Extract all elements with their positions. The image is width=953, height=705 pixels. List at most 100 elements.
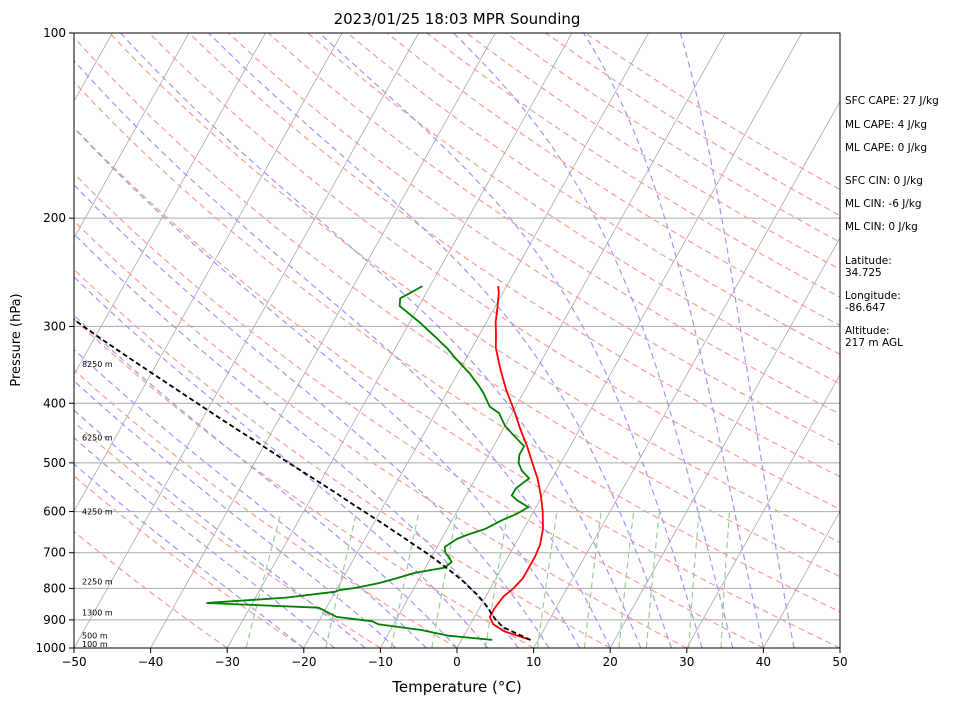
isotherm-line xyxy=(74,33,343,513)
dry-adiabat-line xyxy=(74,81,840,613)
x-tick-label: 20 xyxy=(603,655,618,669)
moist-adiabat-line xyxy=(208,33,673,648)
dry-adiabat-line xyxy=(188,33,840,478)
dry-adiabat-line xyxy=(74,421,381,648)
moist-adiabat-line xyxy=(74,59,611,648)
height-label: 1300 m xyxy=(82,608,113,617)
y-axis-label: Pressure (hPa) xyxy=(9,293,24,386)
mixing-ratio-line xyxy=(390,511,420,648)
annotation-text: ML CAPE: 0 J/kg xyxy=(845,142,928,154)
mixing-ratio-line xyxy=(688,511,700,648)
dry-adiabat-line xyxy=(74,172,764,648)
isotherm-line xyxy=(150,33,496,648)
moist-adiabat-line xyxy=(74,314,458,648)
y-tick-label: 600 xyxy=(43,505,66,519)
dry-adiabat-line xyxy=(74,220,688,648)
dry-adiabat-line xyxy=(307,33,840,385)
mixing-ratio-line xyxy=(618,511,635,648)
dry-adiabat-line xyxy=(74,268,611,648)
height-label: 2250 m xyxy=(82,578,113,587)
annotation-text: SFC CIN: 0 J/kg xyxy=(845,175,923,187)
dry-adiabat-line xyxy=(148,33,840,510)
x-tick-label: 0 xyxy=(453,655,461,669)
y-tick-label: 700 xyxy=(43,546,66,560)
isotherm-line xyxy=(533,100,840,648)
dry-adiabat-line xyxy=(109,33,840,544)
x-tick-label: 40 xyxy=(756,655,771,669)
isotherm-line xyxy=(380,33,726,648)
data-lines xyxy=(74,285,544,641)
dry-adiabat-line xyxy=(267,33,840,415)
x-tick-label: −10 xyxy=(368,655,393,669)
mixing-ratio-line xyxy=(536,511,558,648)
isotherm-line xyxy=(763,510,840,648)
dry-adiabat-line xyxy=(228,33,840,446)
isotherm-line xyxy=(226,33,573,648)
x-tick-label: 10 xyxy=(526,655,541,669)
y-tick-label: 900 xyxy=(43,613,66,627)
annotation-text: ML CIN: -6 J/kg xyxy=(845,198,922,210)
profile-line-2 xyxy=(74,318,531,641)
height-label: 100 m xyxy=(82,640,108,649)
x-tick-label: 30 xyxy=(679,655,694,669)
mixing-ratio-line xyxy=(583,511,602,648)
x-tick-label: −40 xyxy=(138,655,163,669)
x-tick-label: 50 xyxy=(832,655,847,669)
x-tick-label: −30 xyxy=(215,655,240,669)
moist-adiabat-line xyxy=(120,33,642,648)
annotation-text: SFC CAPE: 27 J/kg xyxy=(845,95,939,107)
annotation-text: Altitude: 217 m AGL xyxy=(845,325,903,349)
isotherm-line xyxy=(303,33,649,648)
moist-adiabat-line xyxy=(74,348,427,648)
height-label: 6250 m xyxy=(82,434,113,443)
moist-adiabat-line xyxy=(74,233,519,648)
height-label: 500 m xyxy=(82,632,108,641)
annotation-text: ML CIN: 0 J/kg xyxy=(845,221,918,233)
moist-adiabat-line xyxy=(74,409,366,648)
height-label: 8250 m xyxy=(82,360,113,369)
annotation-text: Longitude: -86.647 xyxy=(845,290,901,314)
moist-adiabat-line xyxy=(74,127,581,648)
dry-adiabat-line xyxy=(74,369,458,648)
dry-adiabat-line xyxy=(426,33,840,298)
y-tick-label: 500 xyxy=(43,456,66,470)
moist-adiabat-line xyxy=(679,33,795,648)
dry-adiabat-line xyxy=(74,318,534,648)
height-label: 4250 m xyxy=(82,508,113,517)
mixing-ratio-line xyxy=(325,511,358,648)
y-tick-label: 300 xyxy=(43,319,66,333)
plot-frame xyxy=(73,32,841,649)
isotherm-line xyxy=(74,33,266,376)
dry-adiabat-line xyxy=(386,33,840,327)
x-axis-label: Temperature (°C) xyxy=(391,678,521,696)
y-tick-label: 1000 xyxy=(35,641,66,655)
isotherm-line xyxy=(74,33,420,648)
moist-adiabat-line xyxy=(74,184,550,648)
y-tick-label: 400 xyxy=(43,396,66,410)
isotherm-line xyxy=(74,33,190,239)
annotation-text: Latitude: 34.725 xyxy=(845,255,892,279)
annotation-text: ML CAPE: 4 J/kg xyxy=(845,119,928,131)
chart-title: 2023/01/25 18:03 MPR Sounding xyxy=(334,10,581,28)
y-tick-label: 800 xyxy=(43,581,66,595)
y-axis: 1000 900 800 700 600 500 400 300 200 100 xyxy=(35,26,74,655)
mixing-ratio-line xyxy=(245,511,282,648)
x-tick-label: −50 xyxy=(61,655,86,669)
isotherm-line xyxy=(609,237,840,648)
dry-adiabat-line xyxy=(74,36,840,578)
dry-adiabat-line xyxy=(74,530,228,648)
mixing-ratio-line xyxy=(431,511,458,648)
moist-adiabat-line xyxy=(318,33,703,648)
x-tick-label: −20 xyxy=(291,655,316,669)
isotherm-line xyxy=(456,33,803,648)
moist-adiabat-line xyxy=(74,380,397,648)
mixing-ratio-line xyxy=(484,511,509,648)
background-lines xyxy=(74,33,840,648)
isotherm-line xyxy=(686,373,840,648)
moist-adiabat-line xyxy=(452,33,734,648)
y-tick-label: 200 xyxy=(43,211,66,225)
profile-line-1 xyxy=(206,285,531,641)
y-tick-label: 100 xyxy=(43,26,66,40)
